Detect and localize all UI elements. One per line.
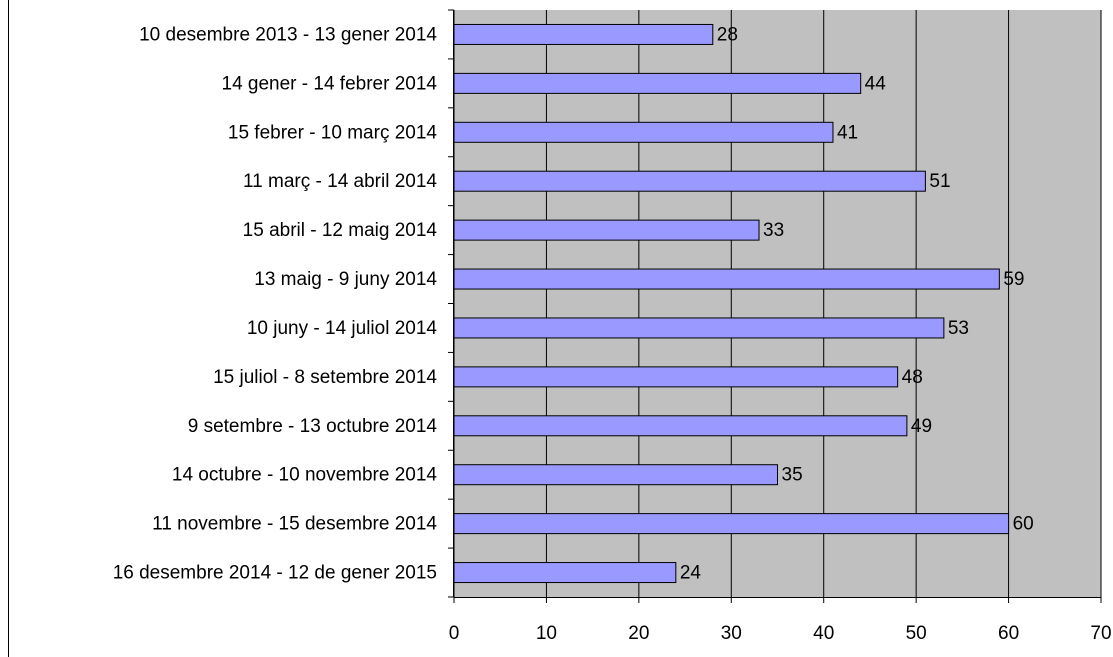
x-tick-label: 10 xyxy=(536,623,557,644)
value-label: 59 xyxy=(1003,269,1024,290)
y-tick-label: 15 febrer - 10 març 2014 xyxy=(228,122,438,143)
plot-area xyxy=(454,10,1101,597)
y-tick-label: 10 desembre 2013 - 13 gener 2014 xyxy=(139,24,437,45)
y-tick-label: 11 novembre - 15 desembre 2014 xyxy=(152,514,437,535)
y-tick-label: 14 gener - 14 febrer 2014 xyxy=(222,73,438,94)
bar xyxy=(453,366,899,388)
value-label: 41 xyxy=(837,122,858,143)
value-label: 60 xyxy=(1013,514,1034,535)
bar xyxy=(453,23,714,45)
bar xyxy=(453,562,677,584)
y-tick-label: 11 març - 14 abril 2014 xyxy=(243,171,437,192)
y-tick-label: 14 octubre - 10 novembre 2014 xyxy=(172,465,438,486)
bar xyxy=(453,268,1000,290)
x-tick-label: 70 xyxy=(1090,623,1111,644)
bar xyxy=(453,513,1010,535)
value-label: 44 xyxy=(865,73,887,94)
bar xyxy=(453,170,926,192)
y-tick-label: 13 maig - 9 juny 2014 xyxy=(254,269,437,290)
value-label: 33 xyxy=(763,220,784,241)
bar xyxy=(453,415,908,437)
y-tick-label: 15 juliol - 8 setembre 2014 xyxy=(213,367,437,388)
value-label: 53 xyxy=(948,318,969,339)
bar xyxy=(453,219,760,241)
x-tick-label: 50 xyxy=(906,623,927,644)
x-tick-label: 60 xyxy=(998,623,1019,644)
y-tick-label: 9 setembre - 13 octubre 2014 xyxy=(188,416,438,437)
bar xyxy=(453,317,945,339)
value-label: 51 xyxy=(929,171,950,192)
value-label: 49 xyxy=(911,416,932,437)
bar xyxy=(453,121,834,143)
value-label: 48 xyxy=(902,367,923,388)
value-label: 35 xyxy=(782,465,803,486)
bar xyxy=(453,72,862,94)
x-tick-label: 30 xyxy=(721,623,742,644)
x-tick-label: 20 xyxy=(628,623,649,644)
x-tick-label: 0 xyxy=(449,623,460,644)
y-tick-label: 16 desembre 2014 - 12 de gener 2015 xyxy=(113,563,437,584)
bar xyxy=(453,464,778,486)
value-label: 24 xyxy=(680,563,702,584)
x-tick-label: 40 xyxy=(813,623,834,644)
y-tick-label: 15 abril - 12 maig 2014 xyxy=(243,220,438,241)
y-tick-label: 10 juny - 14 juliol 2014 xyxy=(247,318,438,339)
value-label: 28 xyxy=(717,24,738,45)
